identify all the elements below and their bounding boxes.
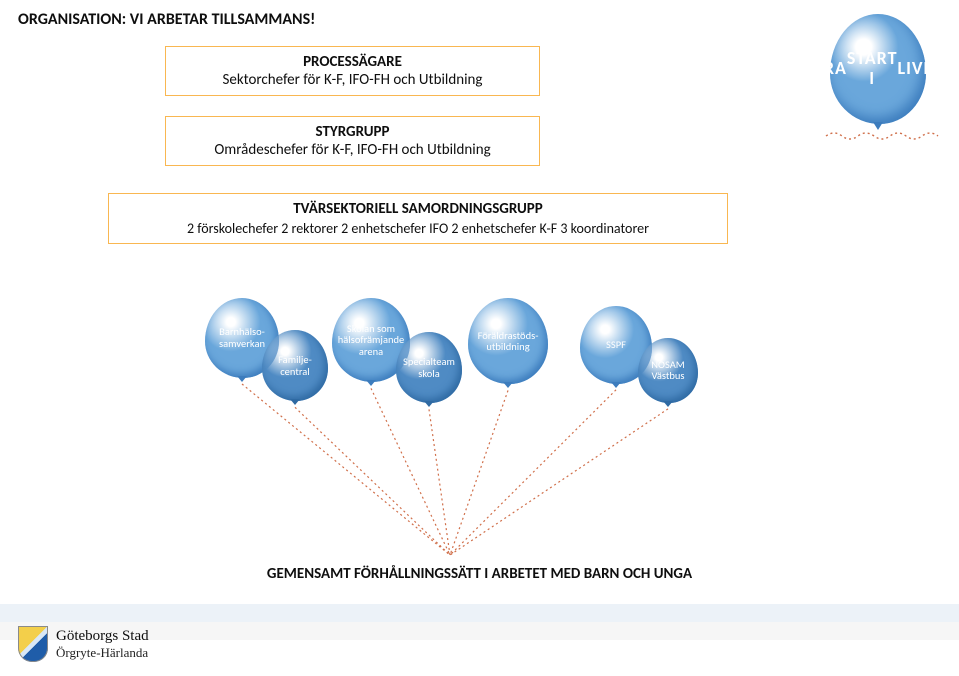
balloon-6: NOSAMVästbus (638, 338, 698, 407)
balloon-1: Familje-central (262, 330, 328, 405)
page-title: ORGANISATION: VI ARBETAR TILLSAMMANS! (18, 10, 315, 29)
big-balloon: BRASTART ILIVET (830, 14, 926, 130)
process-owner-title: PROCESSÄGARE (176, 53, 529, 71)
styrgrupp-box: STYRGRUPP Områdeschefer för K-F, IFO-FH … (165, 116, 540, 166)
coordination-group-members: 2 förskolechefer 2 rektorer 2 enhetschef… (109, 220, 727, 237)
shield-icon (18, 626, 48, 662)
process-owner-box: PROCESSÄGARE Sektorchefer för K-F, IFO-F… (165, 46, 540, 96)
coordination-group-box: TVÄRSEKTORIELL SAMORDNINGSGRUPP 2 försko… (108, 193, 728, 244)
gothenburg-logo: Göteborgs Stad Örgryte-Härlanda (18, 626, 149, 662)
styrgrupp-sub: Områdeschefer för K-F, IFO-FH och Utbild… (176, 141, 529, 159)
balloon-3: Specialteamskola (396, 332, 462, 407)
styrgrupp-title: STYRGRUPP (176, 123, 529, 141)
logo-line2: Örgryte-Härlanda (56, 645, 149, 661)
coordination-group-title: TVÄRSEKTORIELL SAMORDNINGSGRUPP (109, 200, 727, 218)
balloon-4: Föräldrastöds-utbildning (468, 298, 548, 388)
process-owner-sub: Sektorchefer för K-F, IFO-FH och Utbildn… (176, 71, 529, 89)
footer-statement: GEMENSAMT FÖRHÅLLNINGSSÄTT I ARBETET MED… (0, 565, 959, 583)
logo-line1: Göteborgs Stad (56, 628, 149, 645)
